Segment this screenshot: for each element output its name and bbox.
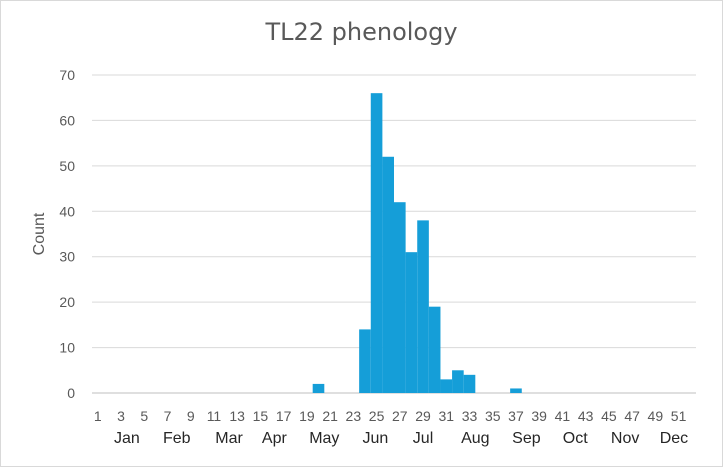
x-tick-label: 47 [624,408,640,424]
month-label: Jan [114,430,140,447]
x-tick-label: 27 [392,408,408,424]
x-tick-labels: 1 3 5 7 9 11 13 15 17 19 21 23 25 27 29 31 33 35 37 39 41 43 4… [94,408,687,424]
month-label: Jul [413,430,433,447]
month-label: Oct [563,430,588,447]
x-tick-label: 11 [207,408,222,424]
bar-week-20 [312,383,325,393]
x-tick-label: 43 [578,408,594,424]
y-tick-label: 50 [59,158,75,174]
bar-week-33 [463,374,476,393]
bar-week-31 [440,379,453,393]
x-tick-label: 41 [555,408,571,424]
x-tick-label: 35 [485,408,501,424]
bar-week-27 [394,202,406,393]
month-label: Apr [262,430,288,447]
bar-week-25 [370,93,383,394]
x-tick-label: 13 [229,408,245,424]
x-tick-label: 33 [462,408,478,424]
month-label: Nov [611,430,639,447]
x-tick-label: 25 [369,408,385,424]
chart-title: TL22 phenology [265,18,458,46]
x-tick-label: 45 [601,408,617,424]
x-tick-label: 5 [140,408,148,424]
y-tick-labels: 0 10 20 30 40 50 60 70 [59,67,75,401]
x-tick-label: 31 [438,408,454,424]
x-tick-label: 15 [253,408,269,424]
bar-week-28 [405,252,418,393]
bars [312,93,522,394]
bar-week-29 [417,220,429,393]
x-tick-label: 1 [94,408,102,424]
month-label: Sep [512,430,541,447]
x-tick-label: 23 [346,408,362,424]
x-tick-label: 19 [299,408,315,424]
month-label: Aug [461,430,489,447]
y-tick-label: 70 [59,67,75,83]
y-tick-label: 10 [59,340,75,356]
x-tick-label: 39 [531,408,547,424]
bar-week-26 [382,156,394,393]
x-tick-label: 49 [648,408,664,424]
y-tick-label: 30 [59,249,75,265]
x-tick-label: 17 [276,408,292,424]
month-label: Mar [215,430,243,447]
month-label: Jun [363,430,389,447]
bar-week-24 [359,329,371,393]
y-tick-label: 0 [67,385,75,401]
x-tick-label: 9 [187,408,195,424]
x-tick-label: 21 [322,408,338,424]
x-tick-label: 37 [508,408,524,424]
month-label: Feb [163,430,191,447]
x-tick-label: 3 [117,408,125,424]
y-tick-label: 60 [59,112,75,128]
month-labels: Jan Feb Mar Apr May Jun Jul Aug Sep Oct Nov Dec [114,430,688,447]
month-label: Dec [660,430,688,447]
bar-week-32 [452,370,464,393]
y-tick-label: 40 [59,203,75,219]
x-tick-label: 29 [415,408,431,424]
bar-week-37 [510,388,522,393]
bar-week-30 [428,306,441,393]
y-tick-label: 20 [59,294,75,310]
month-label: May [309,430,339,447]
x-tick-label: 7 [164,408,172,424]
x-tick-label: 51 [671,408,687,424]
